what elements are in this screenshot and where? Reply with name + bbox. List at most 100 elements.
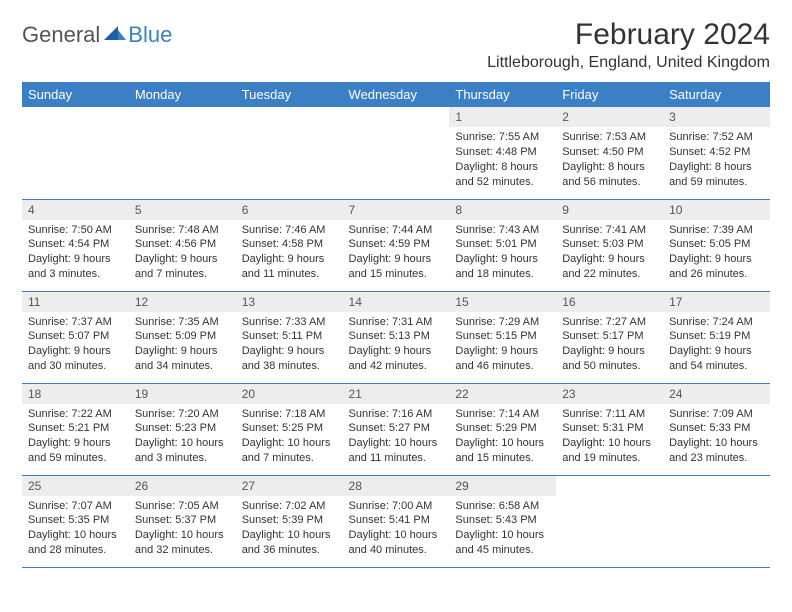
logo: General Blue (22, 22, 172, 48)
calendar-day-cell (663, 475, 770, 567)
weekday-header: Thursday (449, 82, 556, 107)
weekday-header: Friday (556, 82, 663, 107)
day-number: 14 (343, 292, 450, 312)
calendar-day-cell: 16Sunrise: 7:27 AMSunset: 5:17 PMDayligh… (556, 291, 663, 383)
weekday-header: Saturday (663, 82, 770, 107)
day-details: Sunrise: 7:41 AMSunset: 5:03 PMDaylight:… (556, 220, 663, 288)
day-details: Sunrise: 7:55 AMSunset: 4:48 PMDaylight:… (449, 127, 556, 195)
calendar-week-row: 11Sunrise: 7:37 AMSunset: 5:07 PMDayligh… (22, 291, 770, 383)
day-details: Sunrise: 7:46 AMSunset: 4:58 PMDaylight:… (236, 220, 343, 288)
day-number: 26 (129, 476, 236, 496)
day-number: 24 (663, 384, 770, 404)
day-details: Sunrise: 7:48 AMSunset: 4:56 PMDaylight:… (129, 220, 236, 288)
calendar-day-cell: 9Sunrise: 7:41 AMSunset: 5:03 PMDaylight… (556, 199, 663, 291)
calendar-day-cell: 15Sunrise: 7:29 AMSunset: 5:15 PMDayligh… (449, 291, 556, 383)
calendar-day-cell: 13Sunrise: 7:33 AMSunset: 5:11 PMDayligh… (236, 291, 343, 383)
day-details: Sunrise: 7:44 AMSunset: 4:59 PMDaylight:… (343, 220, 450, 288)
calendar-day-cell: 1Sunrise: 7:55 AMSunset: 4:48 PMDaylight… (449, 107, 556, 199)
weekday-header-row: Sunday Monday Tuesday Wednesday Thursday… (22, 82, 770, 107)
calendar-day-cell: 6Sunrise: 7:46 AMSunset: 4:58 PMDaylight… (236, 199, 343, 291)
day-number: 25 (22, 476, 129, 496)
day-number: 13 (236, 292, 343, 312)
day-details: Sunrise: 7:24 AMSunset: 5:19 PMDaylight:… (663, 312, 770, 380)
day-details: Sunrise: 7:31 AMSunset: 5:13 PMDaylight:… (343, 312, 450, 380)
day-number: 8 (449, 200, 556, 220)
day-details: Sunrise: 7:20 AMSunset: 5:23 PMDaylight:… (129, 404, 236, 472)
calendar-day-cell: 25Sunrise: 7:07 AMSunset: 5:35 PMDayligh… (22, 475, 129, 567)
calendar-body: 1Sunrise: 7:55 AMSunset: 4:48 PMDaylight… (22, 107, 770, 567)
day-number: 7 (343, 200, 450, 220)
day-details: Sunrise: 7:02 AMSunset: 5:39 PMDaylight:… (236, 496, 343, 564)
day-number: 15 (449, 292, 556, 312)
day-number: 12 (129, 292, 236, 312)
calendar-day-cell: 26Sunrise: 7:05 AMSunset: 5:37 PMDayligh… (129, 475, 236, 567)
day-details: Sunrise: 6:58 AMSunset: 5:43 PMDaylight:… (449, 496, 556, 564)
month-title: February 2024 (487, 18, 770, 52)
weekday-header: Sunday (22, 82, 129, 107)
calendar-day-cell: 12Sunrise: 7:35 AMSunset: 5:09 PMDayligh… (129, 291, 236, 383)
calendar-day-cell (556, 475, 663, 567)
weekday-header: Monday (129, 82, 236, 107)
calendar-day-cell: 18Sunrise: 7:22 AMSunset: 5:21 PMDayligh… (22, 383, 129, 475)
calendar-day-cell: 2Sunrise: 7:53 AMSunset: 4:50 PMDaylight… (556, 107, 663, 199)
day-details: Sunrise: 7:35 AMSunset: 5:09 PMDaylight:… (129, 312, 236, 380)
day-details: Sunrise: 7:53 AMSunset: 4:50 PMDaylight:… (556, 127, 663, 195)
calendar-day-cell: 14Sunrise: 7:31 AMSunset: 5:13 PMDayligh… (343, 291, 450, 383)
day-details: Sunrise: 7:27 AMSunset: 5:17 PMDaylight:… (556, 312, 663, 380)
calendar-week-row: 1Sunrise: 7:55 AMSunset: 4:48 PMDaylight… (22, 107, 770, 199)
header: General Blue February 2024 Littleborough… (22, 18, 770, 72)
logo-text-general: General (22, 22, 100, 48)
day-details: Sunrise: 7:43 AMSunset: 5:01 PMDaylight:… (449, 220, 556, 288)
calendar-day-cell: 3Sunrise: 7:52 AMSunset: 4:52 PMDaylight… (663, 107, 770, 199)
day-details: Sunrise: 7:33 AMSunset: 5:11 PMDaylight:… (236, 312, 343, 380)
weekday-header: Wednesday (343, 82, 450, 107)
day-number: 1 (449, 107, 556, 127)
day-details: Sunrise: 7:22 AMSunset: 5:21 PMDaylight:… (22, 404, 129, 472)
calendar-week-row: 4Sunrise: 7:50 AMSunset: 4:54 PMDaylight… (22, 199, 770, 291)
calendar-day-cell: 7Sunrise: 7:44 AMSunset: 4:59 PMDaylight… (343, 199, 450, 291)
calendar-day-cell: 8Sunrise: 7:43 AMSunset: 5:01 PMDaylight… (449, 199, 556, 291)
day-details: Sunrise: 7:16 AMSunset: 5:27 PMDaylight:… (343, 404, 450, 472)
logo-text-blue: Blue (128, 22, 172, 48)
day-number: 29 (449, 476, 556, 496)
day-number: 9 (556, 200, 663, 220)
day-number: 6 (236, 200, 343, 220)
day-number: 3 (663, 107, 770, 127)
calendar-day-cell: 19Sunrise: 7:20 AMSunset: 5:23 PMDayligh… (129, 383, 236, 475)
day-details: Sunrise: 7:52 AMSunset: 4:52 PMDaylight:… (663, 127, 770, 195)
day-details: Sunrise: 7:14 AMSunset: 5:29 PMDaylight:… (449, 404, 556, 472)
calendar-day-cell: 28Sunrise: 7:00 AMSunset: 5:41 PMDayligh… (343, 475, 450, 567)
calendar-day-cell: 10Sunrise: 7:39 AMSunset: 5:05 PMDayligh… (663, 199, 770, 291)
day-number: 16 (556, 292, 663, 312)
day-number: 2 (556, 107, 663, 127)
calendar-day-cell (343, 107, 450, 199)
day-number: 19 (129, 384, 236, 404)
day-number: 5 (129, 200, 236, 220)
day-number: 4 (22, 200, 129, 220)
day-number: 21 (343, 384, 450, 404)
calendar-day-cell: 17Sunrise: 7:24 AMSunset: 5:19 PMDayligh… (663, 291, 770, 383)
day-number: 23 (556, 384, 663, 404)
day-details: Sunrise: 7:07 AMSunset: 5:35 PMDaylight:… (22, 496, 129, 564)
day-number: 11 (22, 292, 129, 312)
day-number: 22 (449, 384, 556, 404)
calendar-day-cell: 29Sunrise: 6:58 AMSunset: 5:43 PMDayligh… (449, 475, 556, 567)
day-details: Sunrise: 7:11 AMSunset: 5:31 PMDaylight:… (556, 404, 663, 472)
calendar-day-cell: 24Sunrise: 7:09 AMSunset: 5:33 PMDayligh… (663, 383, 770, 475)
day-number: 17 (663, 292, 770, 312)
day-number: 20 (236, 384, 343, 404)
day-number: 27 (236, 476, 343, 496)
day-number: 10 (663, 200, 770, 220)
day-details: Sunrise: 7:18 AMSunset: 5:25 PMDaylight:… (236, 404, 343, 472)
calendar-day-cell: 27Sunrise: 7:02 AMSunset: 5:39 PMDayligh… (236, 475, 343, 567)
calendar-day-cell: 22Sunrise: 7:14 AMSunset: 5:29 PMDayligh… (449, 383, 556, 475)
calendar-day-cell: 11Sunrise: 7:37 AMSunset: 5:07 PMDayligh… (22, 291, 129, 383)
calendar-day-cell: 5Sunrise: 7:48 AMSunset: 4:56 PMDaylight… (129, 199, 236, 291)
day-number: 28 (343, 476, 450, 496)
calendar-day-cell: 4Sunrise: 7:50 AMSunset: 4:54 PMDaylight… (22, 199, 129, 291)
day-details: Sunrise: 7:50 AMSunset: 4:54 PMDaylight:… (22, 220, 129, 288)
calendar-day-cell: 21Sunrise: 7:16 AMSunset: 5:27 PMDayligh… (343, 383, 450, 475)
day-details: Sunrise: 7:29 AMSunset: 5:15 PMDaylight:… (449, 312, 556, 380)
calendar-day-cell: 23Sunrise: 7:11 AMSunset: 5:31 PMDayligh… (556, 383, 663, 475)
day-details: Sunrise: 7:05 AMSunset: 5:37 PMDaylight:… (129, 496, 236, 564)
